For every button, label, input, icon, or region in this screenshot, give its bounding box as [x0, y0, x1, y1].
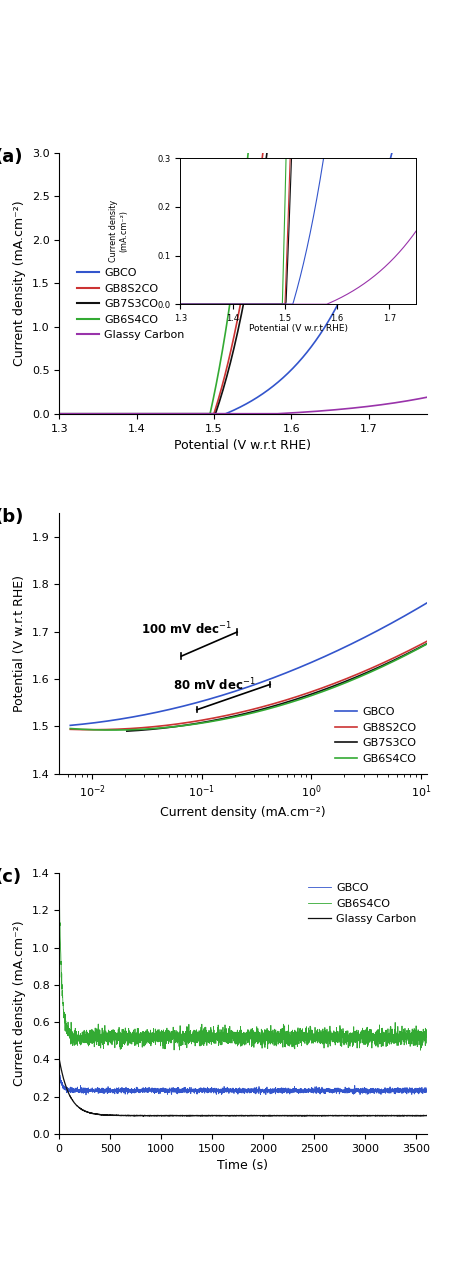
- Text: (c): (c): [0, 868, 22, 885]
- GB6S4CO: [424, 1029, 429, 1045]
- GB6S4CO: [67, 721, 73, 736]
- Y-axis label: Current density (mA.cm⁻²): Current density (mA.cm⁻²): [13, 921, 26, 1087]
- GBCO: [395, 612, 401, 627]
- Glassy Carbon: [285, 1108, 291, 1124]
- Line: GB7S3CO: GB7S3CO: [127, 643, 427, 731]
- GB6S4CO: [353, 671, 358, 687]
- GB8S2CO: [353, 668, 358, 683]
- Y-axis label: Current density (mA.cm⁻²): Current density (mA.cm⁻²): [13, 200, 26, 366]
- GB6S4CO: [135, 1032, 141, 1047]
- GB6S4CO: [56, 884, 62, 899]
- GBCO: [135, 1082, 141, 1097]
- GB6S4CO: [389, 1031, 394, 1046]
- X-axis label: Time (s): Time (s): [218, 1159, 268, 1172]
- Line: GB8S2CO: GB8S2CO: [70, 641, 427, 730]
- Line: GB6S4CO: GB6S4CO: [59, 892, 427, 1050]
- GB6S4CO: [410, 643, 416, 659]
- GBCO: [159, 1082, 165, 1097]
- GB8S2CO: [280, 693, 286, 708]
- Glassy Carbon: [319, 1108, 324, 1124]
- GB7S3CO: [124, 724, 130, 739]
- X-axis label: Current density (mA.cm⁻²): Current density (mA.cm⁻²): [160, 805, 326, 819]
- GBCO: [424, 1083, 429, 1098]
- Line: GB6S4CO: GB6S4CO: [70, 645, 427, 730]
- GB7S3CO: [397, 650, 403, 665]
- Text: 100 mV dec$^{-1}$: 100 mV dec$^{-1}$: [141, 620, 232, 637]
- GB8S2CO: [90, 722, 95, 738]
- Glassy Carbon: [424, 1108, 429, 1124]
- GBCO: [67, 717, 73, 733]
- GBCO: [280, 666, 285, 682]
- GB8S2CO: [122, 721, 128, 736]
- GB7S3CO: [358, 668, 364, 683]
- Line: GBCO: GBCO: [59, 1074, 427, 1094]
- GBCO: [273, 669, 279, 684]
- GB7S3CO: [356, 668, 362, 683]
- Glassy Carbon: [56, 1051, 62, 1066]
- GB6S4CO: [280, 697, 286, 712]
- GB6S4CO: [424, 637, 429, 652]
- GB8S2CO: [410, 641, 416, 656]
- Glassy Carbon: [389, 1108, 395, 1124]
- GB6S4CO: [122, 722, 128, 738]
- GB6S4CO: [285, 1032, 291, 1047]
- GB6S4CO: [424, 1036, 429, 1051]
- Glassy Carbon: [159, 1108, 164, 1124]
- GBCO: [279, 1080, 284, 1096]
- GBCO: [424, 595, 429, 610]
- Line: Glassy Carbon: Glassy Carbon: [59, 1059, 427, 1116]
- GB8S2CO: [67, 721, 73, 736]
- GBCO: [57, 1066, 63, 1082]
- GB7S3CO: [332, 678, 338, 693]
- GBCO: [424, 1083, 429, 1098]
- GB6S4CO: [279, 1027, 284, 1042]
- Text: (b): (b): [0, 508, 24, 526]
- GB8S2CO: [274, 696, 280, 711]
- Glassy Carbon: [135, 1108, 141, 1124]
- GBCO: [83, 1087, 89, 1102]
- GBCO: [389, 1082, 395, 1097]
- GB8S2CO: [395, 648, 401, 664]
- GB6S4CO: [418, 1042, 423, 1057]
- GB6S4CO: [274, 699, 280, 715]
- X-axis label: Potential (V w.r.t RHE): Potential (V w.r.t RHE): [174, 440, 311, 452]
- Legend: GBCO, GB8S2CO, GB7S3CO, GB6S4CO: GBCO, GB8S2CO, GB7S3CO, GB6S4CO: [330, 703, 421, 768]
- Text: 80 mV dec$^{-1}$: 80 mV dec$^{-1}$: [173, 676, 256, 693]
- Glassy Carbon: [424, 1108, 429, 1124]
- Legend: GBCO, GB6S4CO, Glassy Carbon: GBCO, GB6S4CO, Glassy Carbon: [304, 879, 421, 929]
- Y-axis label: Potential (V w.r.t RHE): Potential (V w.r.t RHE): [13, 575, 26, 712]
- Legend: GBCO, GB8S2CO, GB7S3CO, GB6S4CO, Glassy Carbon: GBCO, GB8S2CO, GB7S3CO, GB6S4CO, Glassy …: [72, 264, 189, 345]
- GB8S2CO: [424, 633, 429, 648]
- GBCO: [121, 711, 127, 726]
- GBCO: [285, 1082, 291, 1097]
- Glassy Carbon: [279, 1108, 284, 1124]
- GB7S3CO: [254, 703, 260, 719]
- GB7S3CO: [204, 713, 210, 729]
- GB6S4CO: [159, 1031, 164, 1046]
- GBCO: [410, 604, 416, 619]
- GB6S4CO: [395, 651, 401, 666]
- Text: (a): (a): [0, 148, 24, 166]
- GB7S3CO: [424, 636, 429, 651]
- GB6S4CO: [109, 722, 115, 738]
- GBCO: [56, 1066, 62, 1082]
- GBCO: [352, 634, 358, 650]
- Line: GBCO: GBCO: [70, 603, 427, 725]
